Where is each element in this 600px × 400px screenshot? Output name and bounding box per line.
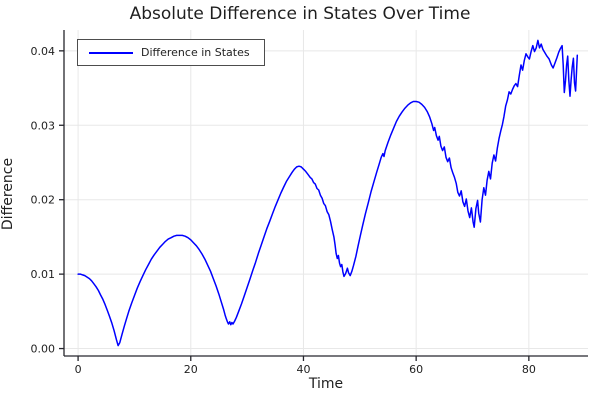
x-axis-label: Time xyxy=(308,376,344,392)
chart-title: Absolute Difference in States Over Time xyxy=(129,4,471,24)
y-tick-label: 0.00 xyxy=(31,343,56,356)
x-tick-label: 60 xyxy=(409,363,423,376)
legend-label: Difference in States xyxy=(141,46,250,59)
series-line xyxy=(77,39,579,347)
x-tick-label: 40 xyxy=(296,363,310,376)
y-tick-label: 0.02 xyxy=(31,194,56,207)
y-tick-label: 0.04 xyxy=(31,45,56,58)
x-tick-label: 0 xyxy=(75,363,82,376)
data-series xyxy=(77,39,579,347)
x-tick-label: 80 xyxy=(522,363,536,376)
x-tick-label: 20 xyxy=(184,363,198,376)
tick-labels: 0 20 40 60 80 0.00 0.01 0.02 0.03 0.04 xyxy=(31,45,536,376)
y-tick-label: 0.03 xyxy=(31,119,56,132)
gridlines xyxy=(64,30,588,356)
axes xyxy=(59,30,588,361)
y-tick-label: 0.01 xyxy=(31,268,56,281)
y-axis-label: Difference xyxy=(0,157,16,231)
legend: Difference in States xyxy=(77,39,265,66)
legend-line-swatch xyxy=(89,51,133,54)
